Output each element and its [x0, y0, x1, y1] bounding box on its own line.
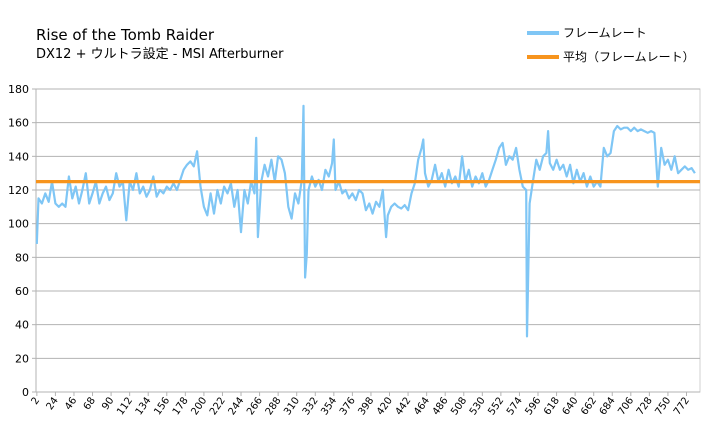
x-tick-label: 684 [598, 395, 618, 417]
x-tick-label: 772 [672, 395, 692, 417]
y-tick-label: 120 [8, 184, 29, 197]
x-tick-label: 288 [264, 395, 284, 417]
y-tick-label: 80 [15, 251, 29, 264]
chart-title: Rise of the Tomb Raider [36, 26, 215, 44]
x-tick-label: 640 [561, 395, 581, 417]
x-tick-label: 156 [152, 395, 172, 417]
x-tick-label: 574 [505, 395, 525, 417]
x-tick-label: 486 [431, 395, 451, 417]
x-tick-label: 464 [412, 395, 432, 417]
x-tick-label: 90 [100, 395, 116, 412]
x-tick-label: 398 [356, 395, 376, 417]
x-tick-label: 112 [115, 395, 135, 417]
x-tick-label: 310 [282, 395, 302, 417]
series-line [35, 104, 696, 338]
y-tick-label: 60 [15, 285, 29, 298]
x-tick-label: 530 [468, 395, 488, 417]
legend-label: フレームレート [563, 26, 647, 40]
y-tick-label: 160 [8, 117, 29, 130]
x-tick-label: 2 [30, 395, 43, 407]
x-tick-label: 178 [171, 395, 191, 417]
plot-area [35, 88, 701, 393]
x-tick-label: 68 [82, 395, 98, 412]
x-tick-label: 24 [45, 395, 61, 412]
x-tick-label: 376 [338, 395, 358, 417]
x-tick-label: 442 [394, 395, 414, 417]
x-tick-label: 46 [63, 395, 79, 412]
x-tick-label: 200 [189, 395, 209, 417]
x-tick-label: 552 [486, 395, 506, 417]
x-tick-label: 332 [301, 395, 321, 417]
x-tick-label: 508 [449, 395, 469, 417]
x-tick-label: 750 [653, 395, 673, 417]
x-tick-label: 134 [134, 395, 154, 417]
y-tick-label: 180 [8, 83, 29, 96]
x-tick-label: 706 [616, 395, 636, 417]
x-tick-label: 618 [542, 395, 562, 417]
chart-subtitle: DX12 + ウルトラ設定 - MSI Afterburner [36, 46, 284, 62]
x-tick-label: 222 [208, 395, 228, 417]
legend-label: 平均（フレームレート） [563, 50, 695, 64]
x-tick-label: 728 [635, 395, 655, 417]
x-tick-label: 244 [227, 395, 247, 417]
x-tick-label: 596 [524, 395, 544, 417]
x-tick-label: 662 [579, 395, 599, 417]
y-tick-label: 140 [8, 150, 29, 163]
y-tick-label: 40 [15, 319, 29, 332]
x-tick-label: 266 [245, 395, 265, 417]
y-tick-label: 0 [22, 386, 29, 399]
y-tick-label: 20 [15, 352, 29, 365]
x-tick-label: 420 [375, 395, 395, 417]
y-tick-label: 100 [8, 218, 29, 231]
x-tick-label: 354 [319, 395, 339, 417]
